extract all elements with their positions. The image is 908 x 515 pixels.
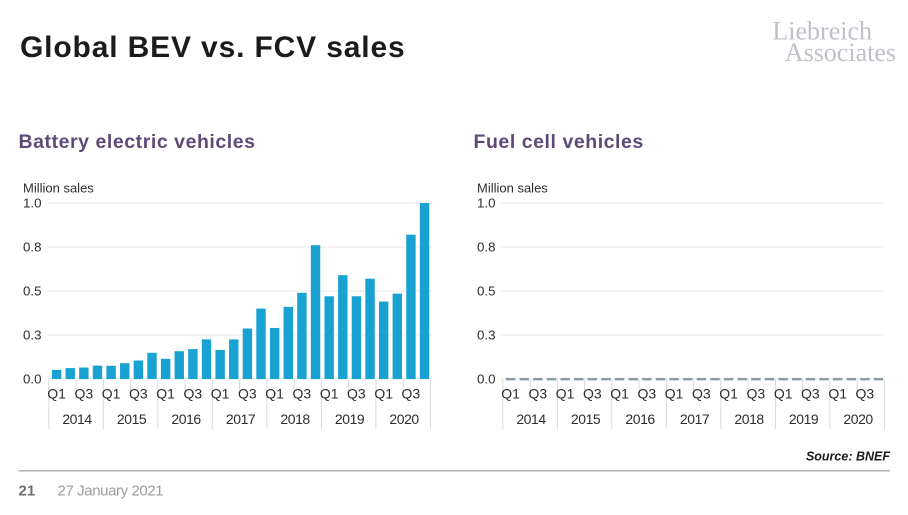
svg-text:2018: 2018 (280, 411, 310, 427)
svg-text:Q3: Q3 (747, 386, 766, 402)
svg-text:Q1: Q1 (102, 386, 121, 402)
svg-text:Q3: Q3 (529, 386, 548, 402)
svg-text:27 January 2021: 27 January 2021 (58, 482, 164, 499)
svg-text:Associates: Associates (785, 38, 896, 67)
svg-text:2014: 2014 (516, 411, 546, 427)
svg-text:Source: BNEF: Source: BNEF (806, 450, 890, 464)
svg-text:Million sales: Million sales (477, 181, 548, 196)
svg-text:Q3: Q3 (347, 386, 366, 402)
svg-text:Q1: Q1 (47, 386, 66, 402)
svg-text:Q1: Q1 (610, 386, 629, 402)
svg-text:Q1: Q1 (265, 386, 284, 402)
svg-text:Q3: Q3 (402, 386, 421, 402)
svg-text:Q3: Q3 (856, 386, 875, 402)
svg-text:2019: 2019 (335, 411, 365, 427)
svg-text:Million sales: Million sales (23, 181, 94, 196)
svg-text:0.5: 0.5 (23, 284, 42, 299)
svg-text:Q1: Q1 (556, 386, 575, 402)
svg-text:2019: 2019 (789, 411, 819, 427)
svg-text:Q1: Q1 (501, 386, 520, 402)
svg-text:Q3: Q3 (129, 386, 148, 402)
svg-text:2020: 2020 (843, 411, 873, 427)
svg-text:2016: 2016 (171, 411, 201, 427)
svg-text:Q1: Q1 (320, 386, 339, 402)
svg-text:0.3: 0.3 (23, 328, 42, 343)
svg-text:Q1: Q1 (665, 386, 684, 402)
svg-text:Q3: Q3 (638, 386, 657, 402)
svg-text:0.8: 0.8 (477, 240, 496, 255)
svg-text:Q3: Q3 (75, 386, 94, 402)
svg-text:2015: 2015 (117, 411, 147, 427)
svg-text:Q1: Q1 (719, 386, 738, 402)
svg-text:1.0: 1.0 (23, 196, 42, 211)
svg-text:Q3: Q3 (583, 386, 602, 402)
svg-text:Q3: Q3 (293, 386, 312, 402)
svg-text:2017: 2017 (680, 411, 710, 427)
svg-text:0.3: 0.3 (477, 328, 496, 343)
svg-text:Q3: Q3 (692, 386, 711, 402)
svg-text:Q1: Q1 (828, 386, 847, 402)
svg-text:Q1: Q1 (774, 386, 793, 402)
svg-text:Fuel cell vehicles: Fuel cell vehicles (474, 131, 644, 153)
svg-text:1.0: 1.0 (477, 196, 496, 211)
svg-text:2014: 2014 (62, 411, 92, 427)
svg-text:2015: 2015 (571, 411, 601, 427)
svg-text:Battery electric vehicles: Battery electric vehicles (19, 131, 256, 153)
svg-text:2018: 2018 (734, 411, 764, 427)
svg-text:0.0: 0.0 (23, 372, 42, 387)
svg-text:2020: 2020 (389, 411, 419, 427)
svg-text:Q3: Q3 (801, 386, 820, 402)
svg-text:2017: 2017 (226, 411, 256, 427)
svg-text:2016: 2016 (625, 411, 655, 427)
svg-text:Q1: Q1 (156, 386, 175, 402)
svg-text:0.5: 0.5 (477, 284, 496, 299)
svg-text:0.0: 0.0 (477, 372, 496, 387)
svg-text:Global BEV vs. FCV sales: Global BEV vs. FCV sales (20, 31, 406, 64)
svg-text:Q3: Q3 (184, 386, 203, 402)
svg-text:Liebreich: Liebreich (772, 17, 872, 46)
svg-text:Q3: Q3 (238, 386, 257, 402)
svg-text:Q1: Q1 (211, 386, 230, 402)
svg-text:Q1: Q1 (374, 386, 393, 402)
svg-text:21: 21 (19, 482, 36, 499)
svg-text:0.8: 0.8 (23, 240, 42, 255)
